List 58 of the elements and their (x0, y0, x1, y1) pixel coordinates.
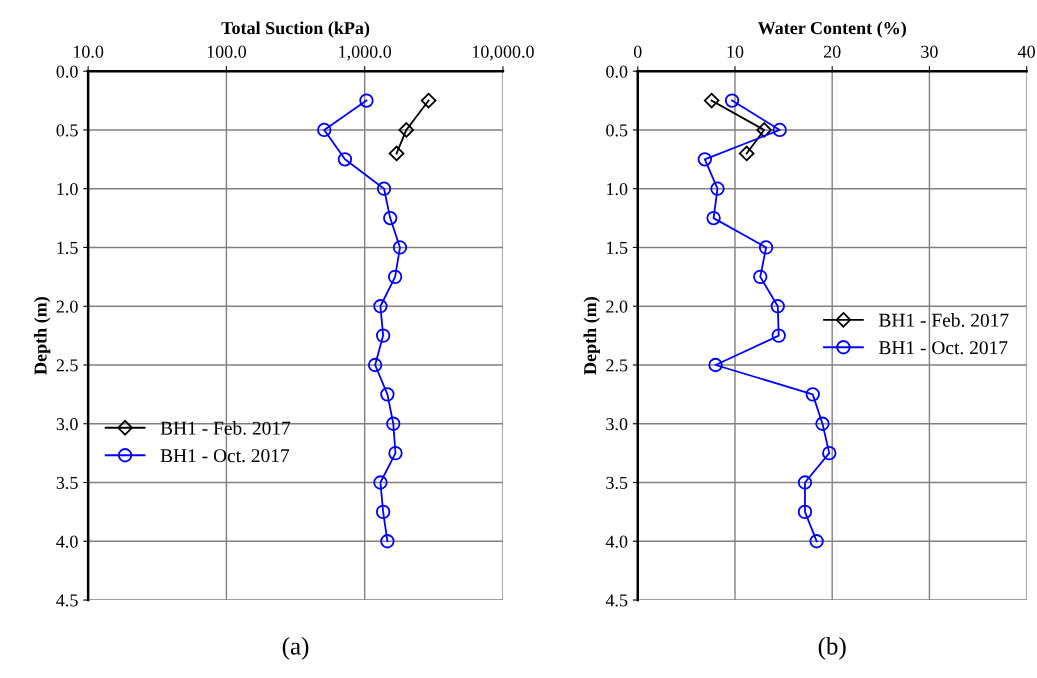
y-tick-label: 1.5 (57, 241, 78, 254)
y-tick-label: 0.5 (606, 124, 628, 137)
y-tick-label: 0.0 (606, 65, 628, 78)
point (797, 475, 813, 490)
y-tick-label: 1.0 (607, 182, 628, 196)
point (772, 122, 787, 138)
x-tick-label: 10,000.0 (472, 45, 534, 61)
y-tick-label: 3.0 (56, 418, 78, 431)
y-axis-title: Depth (m) (583, 297, 600, 375)
legend-label: BH1 - Oct. 2017 (878, 341, 1008, 355)
y-tick-label: 4.5 (605, 594, 628, 607)
point (797, 504, 813, 520)
y-tick-label: 2.0 (56, 300, 78, 313)
x-axis-title: Total Suction (kPa) (221, 21, 370, 38)
point (753, 269, 768, 285)
point (703, 92, 720, 109)
y-tick-label: 3.0 (606, 418, 628, 431)
y-tick-label: 1.5 (607, 241, 628, 254)
y-tick-label: 4.0 (605, 535, 628, 548)
point (697, 152, 712, 167)
y-tick-label: 3.5 (56, 476, 78, 490)
x-tick-label: 10.0 (73, 45, 104, 58)
y-tick-label: 3.5 (606, 476, 628, 490)
text: (a) (282, 637, 309, 660)
point (708, 357, 723, 373)
point (805, 387, 820, 402)
point (724, 93, 740, 108)
x-axis-title: Water Content (%) (757, 21, 906, 38)
y-axis-title: Depth (m) (33, 297, 51, 375)
x-tick-label: 1,000.0 (339, 45, 392, 61)
y-tick-label: 0.0 (56, 65, 78, 78)
x-tick-label: 40 (1017, 45, 1035, 58)
text: (b) (818, 637, 846, 660)
y-tick-label: 4.0 (56, 535, 78, 548)
y-tick-label: 4.5 (56, 594, 78, 607)
x-tick-label: 10 (727, 45, 744, 58)
y-tick-label: 0.5 (56, 124, 78, 137)
point (822, 445, 837, 461)
point (738, 145, 755, 162)
x-tick-label: 100.0 (207, 45, 247, 58)
point (710, 181, 725, 196)
legend-label: BH1 - Oct. 2017 (160, 449, 290, 463)
point (809, 534, 824, 549)
y-tick-label: 2.5 (606, 359, 628, 372)
point (756, 122, 772, 138)
y-tick-label: 2.5 (56, 359, 78, 372)
legend-label: BH1 - Feb. 2017 (160, 421, 291, 435)
x-tick-label: 20 (823, 45, 841, 58)
x-tick-label: 0 (633, 45, 642, 58)
point (815, 416, 830, 431)
point (771, 328, 786, 343)
point (706, 210, 721, 226)
legend-label: BH1 - Feb. 2017 (878, 313, 1009, 327)
y-tick-label: 1.0 (57, 182, 78, 196)
y-tick-label: 2.0 (606, 300, 628, 313)
point (758, 240, 774, 255)
point (770, 299, 785, 314)
x-tick-label: 30 (921, 45, 938, 58)
